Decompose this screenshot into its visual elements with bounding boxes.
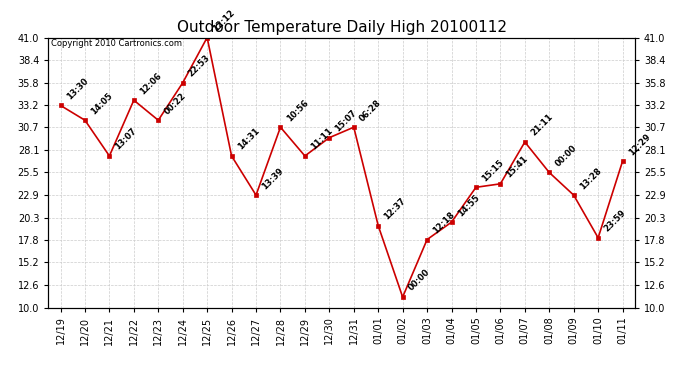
Text: 12:12: 12:12 — [211, 8, 237, 33]
Text: 00:00: 00:00 — [553, 143, 578, 168]
Text: 14:31: 14:31 — [236, 126, 261, 152]
Text: 15:15: 15:15 — [480, 158, 506, 183]
Text: 13:28: 13:28 — [578, 166, 603, 191]
Text: 12:06: 12:06 — [138, 71, 164, 96]
Text: 14:05: 14:05 — [89, 91, 115, 116]
Text: 21:11: 21:11 — [529, 112, 554, 138]
Text: 12:18: 12:18 — [431, 210, 457, 236]
Text: Copyright 2010 Cartronics.com: Copyright 2010 Cartronics.com — [51, 39, 182, 48]
Text: 22:53: 22:53 — [187, 53, 212, 79]
Text: 00:00: 00:00 — [407, 268, 432, 293]
Text: 06:28: 06:28 — [358, 98, 383, 123]
Text: 12:29: 12:29 — [627, 132, 652, 157]
Text: 15:41: 15:41 — [504, 154, 530, 180]
Text: 15:07: 15:07 — [333, 108, 359, 134]
Text: 14:55: 14:55 — [455, 193, 481, 218]
Text: 13:07: 13:07 — [114, 127, 139, 152]
Text: 10:56: 10:56 — [284, 98, 310, 123]
Title: Outdoor Temperature Daily High 20100112: Outdoor Temperature Daily High 20100112 — [177, 20, 506, 35]
Text: 23:59: 23:59 — [602, 209, 627, 234]
Text: 00:22: 00:22 — [162, 91, 188, 116]
Text: 13:30: 13:30 — [65, 76, 90, 101]
Text: 11:11: 11:11 — [309, 126, 335, 152]
Text: 12:37: 12:37 — [382, 196, 408, 222]
Text: 13:39: 13:39 — [260, 166, 285, 191]
